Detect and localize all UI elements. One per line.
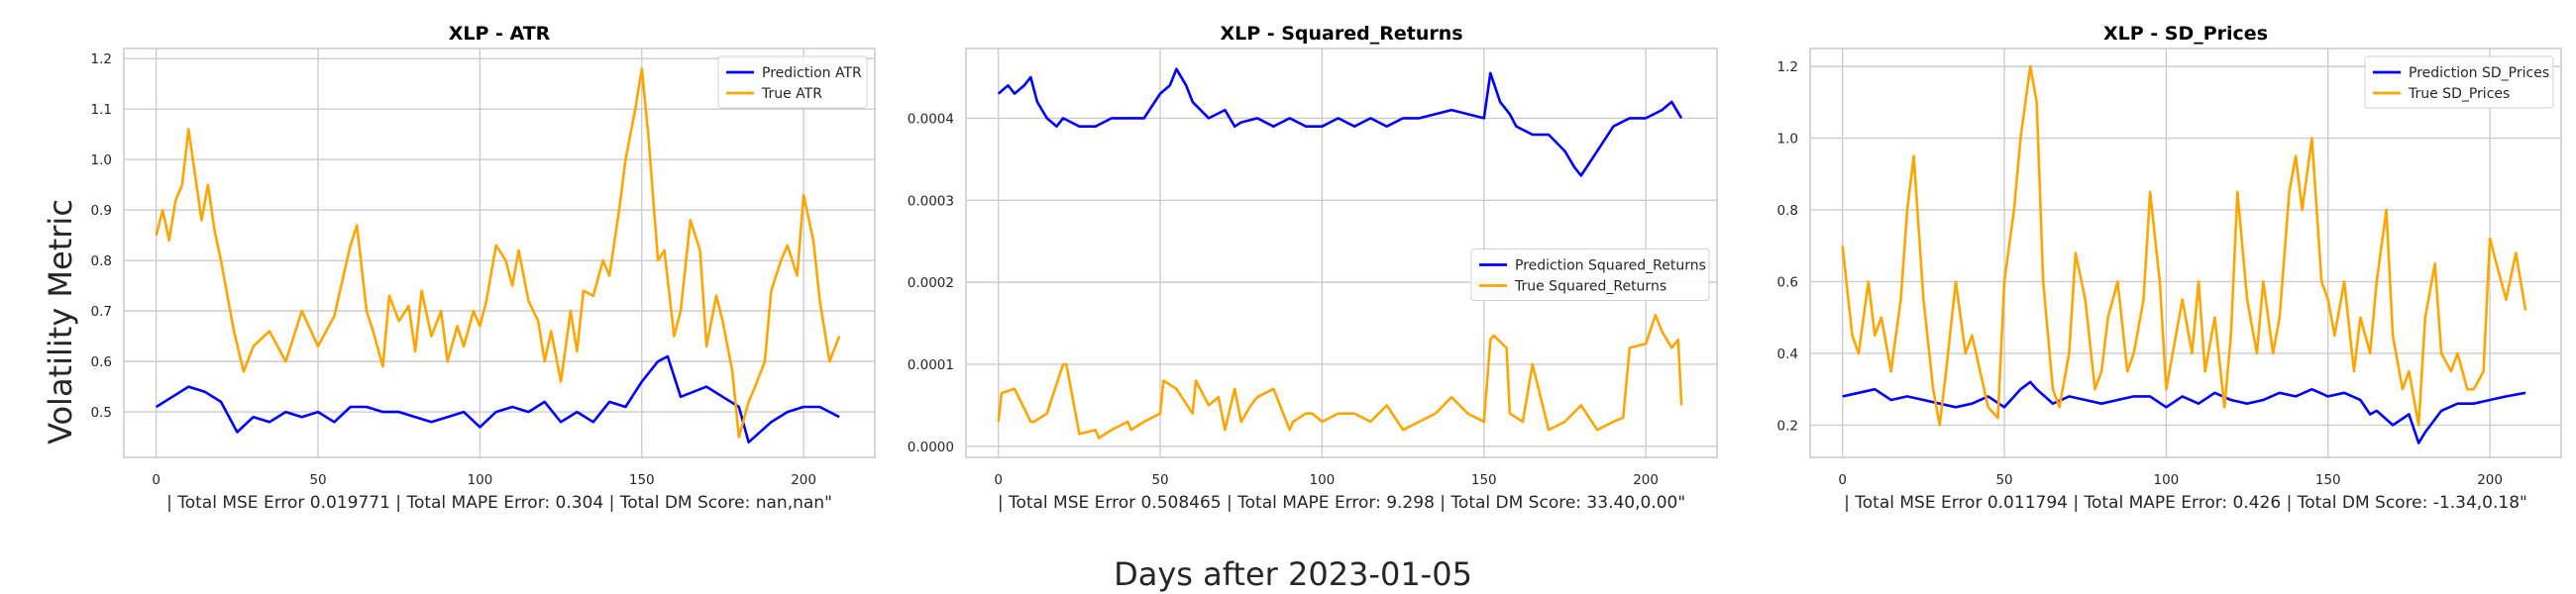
y-tick-label: 0.6 xyxy=(91,354,112,370)
x-tick-label: 200 xyxy=(791,472,816,488)
y-tick-label: 0.6 xyxy=(1777,274,1798,290)
prediction-series-line xyxy=(1842,380,2526,445)
error-summary: | Total MSE Error 0.508465 | Total MAPE … xyxy=(998,493,1685,513)
legend: Prediction Squared_Returns True Squared_R… xyxy=(1470,248,1710,301)
x-axis-label: Days after 2023-01-05 xyxy=(1114,555,1472,593)
chart-panel-1: 0 50 100 150 200 0.5 0.6 0.7 0.8 0.9 1.0 1.1 1.2 XLP … xyxy=(91,23,876,513)
y-tick-label: 0.0000 xyxy=(908,440,954,455)
error-summary: | Total MSE Error 0.019771 | Total MAPE … xyxy=(166,493,832,513)
legend-box xyxy=(2364,55,2554,109)
legend: Prediction ATR True ATR xyxy=(717,55,868,109)
y-tick-label: 1.0 xyxy=(91,152,112,168)
y-tick-label: 0.2 xyxy=(1777,418,1798,434)
true-series-line xyxy=(1841,64,2527,427)
x-tick-label: 50 xyxy=(309,472,326,488)
chart-title: XLP - ATR xyxy=(449,23,551,45)
x-tick-label: 150 xyxy=(2315,472,2341,488)
chart-panel-2: 0 50 100 150 200 0.0000 0.0001 0.0002 0.0003 0.00… xyxy=(908,23,1718,513)
x-tick-label: 150 xyxy=(629,472,655,488)
x-tick-label: 0 xyxy=(994,472,1003,488)
y-tick-label: 0.8 xyxy=(1777,203,1798,219)
legend-entry: True ATR xyxy=(761,86,822,102)
error-summary: | Total MSE Error 0.011794 | Total MAPE … xyxy=(1844,493,2527,513)
legend-box xyxy=(1470,248,1710,301)
prediction-series-line xyxy=(997,67,1683,177)
y-tick-label: 1.2 xyxy=(1777,59,1798,75)
y-tick-label: 0.9 xyxy=(91,203,112,219)
x-tick-label: 0 xyxy=(152,472,161,488)
x-tick-label: 50 xyxy=(1995,472,2012,488)
x-tick-label: 200 xyxy=(2477,472,2503,488)
true-series-line xyxy=(997,313,1683,440)
x-tick-label: 200 xyxy=(1633,472,1659,488)
y-tick-label: 0.4 xyxy=(1777,346,1798,362)
prediction-series-line xyxy=(156,354,840,445)
legend-entry: Prediction ATR xyxy=(762,65,862,81)
y-tick-label: 0.5 xyxy=(91,405,112,421)
x-tick-label: 100 xyxy=(2154,472,2180,488)
x-tick-label: 0 xyxy=(1838,472,1847,488)
chart-title: XLP - SD_Prices xyxy=(2103,23,2268,45)
y-tick-label: 1.2 xyxy=(91,51,112,67)
y-tick-label: 0.7 xyxy=(91,304,112,320)
legend-entry: Prediction SD_Prices xyxy=(2409,65,2549,81)
y-tick-label: 1.0 xyxy=(1777,132,1798,148)
plot-frame xyxy=(1809,48,2562,458)
x-tick-label: 50 xyxy=(1151,472,1168,488)
legend-entry: True Squared_Returns xyxy=(1514,279,1666,295)
y-tick-label: 1.1 xyxy=(91,102,112,118)
plot-frame xyxy=(965,48,1718,458)
x-tick-label: 100 xyxy=(1310,472,1336,488)
chart-title: XLP - Squared_Returns xyxy=(1220,23,1462,45)
legend-entry: True SD_Prices xyxy=(2408,86,2510,102)
x-tick-label: 100 xyxy=(468,472,493,488)
legend: Prediction SD_Prices True SD_Prices xyxy=(2364,55,2554,109)
x-tick-label: 150 xyxy=(1471,472,1497,488)
plot-frame xyxy=(123,48,876,458)
y-tick-label: 0.0001 xyxy=(908,357,954,373)
legend-entry: Prediction Squared_Returns xyxy=(1515,258,1706,274)
true-series-line xyxy=(155,67,841,439)
y-tick-label: 0.0004 xyxy=(908,111,954,127)
y-tick-label: 0.0003 xyxy=(908,193,954,209)
y-axis-label: Volatility Metric xyxy=(42,199,79,445)
y-tick-label: 0.8 xyxy=(91,253,112,269)
chart-panel-3: 0 50 100 150 200 0.2 0.4 0.6 0.8 1.0 1.2 XLP - SD_P… xyxy=(1777,23,2562,513)
y-tick-label: 0.0002 xyxy=(908,275,954,291)
legend-box xyxy=(717,55,868,109)
